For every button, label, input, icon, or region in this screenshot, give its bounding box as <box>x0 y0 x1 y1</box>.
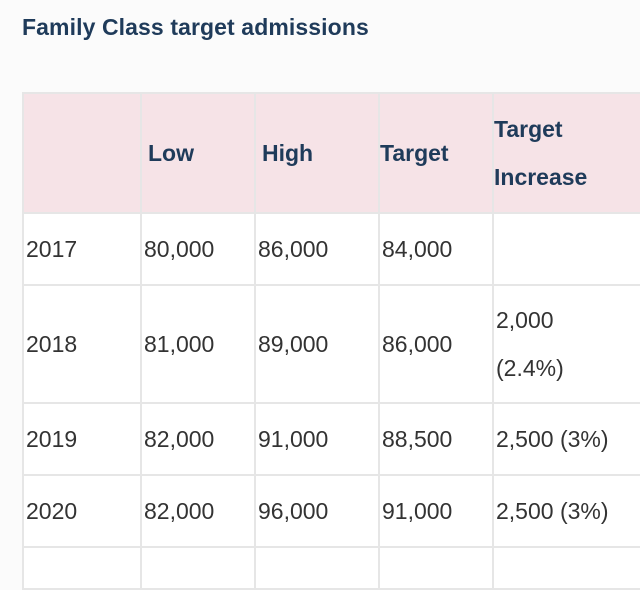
cell-low: 81,000 <box>140 284 256 404</box>
cell-increase: 2,500 (3%) <box>492 402 640 476</box>
table-row-empty <box>22 546 640 590</box>
table-row: 2018 81,000 89,000 86,000 2,000 (2.4%) <box>22 284 640 404</box>
cell-increase-line2: (2.4%) <box>496 355 564 381</box>
header-low: Low <box>140 92 256 214</box>
table-header-row: Low High Target Target Increase <box>22 92 640 214</box>
admissions-table: Low High Target Target Increase 2017 80,… <box>22 92 640 590</box>
cell-low: 82,000 <box>140 402 256 476</box>
header-high: High <box>254 92 380 214</box>
header-target: Target <box>378 92 494 214</box>
cell-year: 2020 <box>22 474 142 548</box>
cell-target: 86,000 <box>378 284 494 404</box>
table-row: 2019 82,000 91,000 88,500 2,500 (3%) <box>22 402 640 476</box>
cell-year: 2018 <box>22 284 142 404</box>
table-row: 2017 80,000 86,000 84,000 <box>22 212 640 286</box>
header-year <box>22 92 142 214</box>
cell-increase <box>492 212 640 286</box>
cell-low: 80,000 <box>140 212 256 286</box>
table-row: 2020 82,000 96,000 91,000 2,500 (3%) <box>22 474 640 548</box>
header-target-increase: Target Increase <box>492 92 640 214</box>
header-target-increase-line1: Target <box>494 116 563 142</box>
cell-high: 86,000 <box>254 212 380 286</box>
cell-year: 2019 <box>22 402 142 476</box>
cell-target: 91,000 <box>378 474 494 548</box>
page-title: Family Class target admissions <box>22 14 369 40</box>
cell-target: 84,000 <box>378 212 494 286</box>
cell-increase: 2,000 (2.4%) <box>492 284 640 404</box>
cell-high: 89,000 <box>254 284 380 404</box>
cell-high: 96,000 <box>254 474 380 548</box>
cell-increase: 2,500 (3%) <box>492 474 640 548</box>
cell-high: 91,000 <box>254 402 380 476</box>
cell-target: 88,500 <box>378 402 494 476</box>
header-target-increase-line2: Increase <box>494 164 588 190</box>
cell-year: 2017 <box>22 212 142 286</box>
cell-increase-line1: 2,000 <box>496 307 554 333</box>
cell-low: 82,000 <box>140 474 256 548</box>
